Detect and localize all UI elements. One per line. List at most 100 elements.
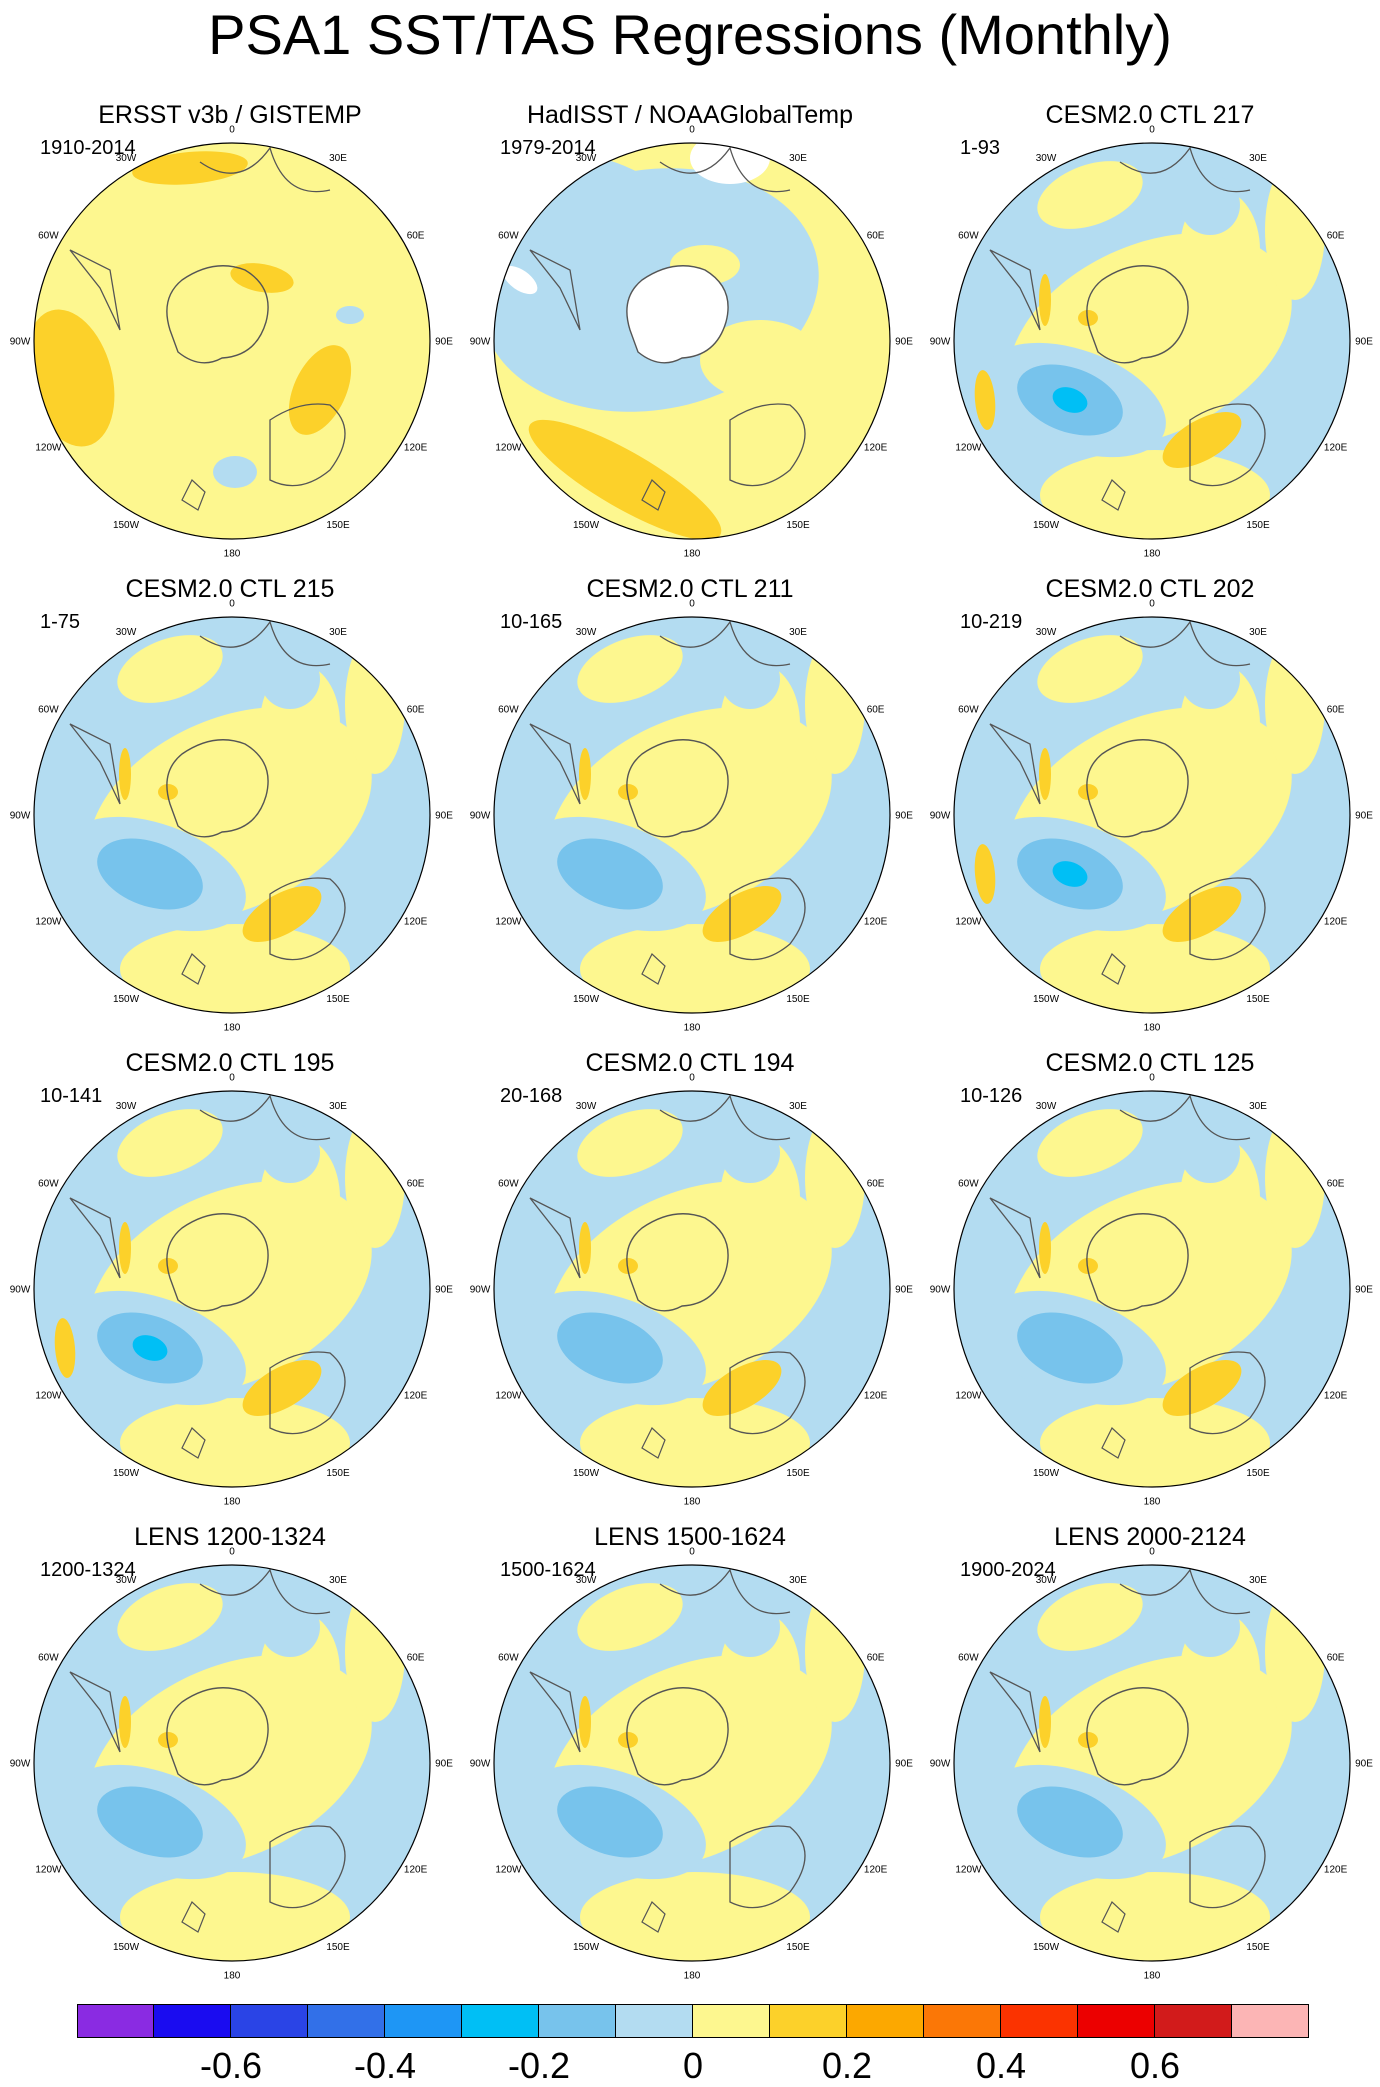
missing-region — [502, 265, 538, 295]
longitude-label: 180 — [224, 1497, 241, 1508]
positive-region-strong — [528, 419, 722, 539]
new-zealand-coastline — [641, 953, 666, 985]
longitude-label: 30E — [789, 627, 807, 638]
panel-title: HadISST / NOAAGlobalTemp — [526, 101, 854, 129]
map-panel: 0 30E 60E 90E 120E 150E 180 150W 120W 90W 60W 30W CE… — [0, 1048, 460, 1522]
map-panel: 0 30E 60E 90E 120E 150E 180 150W 120W 90W 60W 30W Ha… — [460, 100, 920, 574]
negative-region — [336, 306, 364, 324]
map-boundary — [493, 1090, 891, 1488]
positive-region — [1040, 924, 1270, 1013]
positive-region — [120, 1398, 350, 1487]
colorbar-swatch — [385, 2004, 462, 2038]
negative-region — [1180, 175, 1240, 235]
positive-region — [577, 1109, 683, 1177]
panel-title: CESM2.0 CTL 125 — [1045, 1049, 1255, 1077]
panel-period: 1200-1324 — [40, 1559, 136, 1581]
antarctica-coastline — [626, 739, 729, 838]
colorbar-swatch — [924, 2004, 1001, 2038]
positive-region — [580, 924, 810, 1013]
map-panel: 0 30E 60E 90E 120E 150E 180 150W 120W 90W 60W 30W CE… — [460, 574, 920, 1048]
longitude-label: 120W — [495, 917, 522, 928]
longitude-label: 30W — [576, 1575, 597, 1586]
longitude-label: 90W — [10, 811, 31, 822]
negative-region-mid — [557, 1786, 663, 1858]
south-america-coastline — [989, 1197, 1041, 1279]
australia-coastline — [269, 403, 346, 487]
map-panel: 0 30E 60E 90E 120E 150E 180 150W 120W 90W 60W 30W CE… — [0, 574, 460, 1048]
longitude-label: 0 — [1149, 599, 1155, 610]
positive-region-strong — [702, 1360, 782, 1416]
longitude-label: 60W — [38, 1653, 59, 1664]
longitude-label: 60W — [38, 231, 59, 242]
longitude-label: 30W — [1036, 153, 1057, 164]
positive-region — [1040, 1872, 1270, 1961]
colorbar-swatch — [462, 2004, 539, 2038]
longitude-label: 120W — [495, 1865, 522, 1876]
longitude-label: 120E — [1324, 443, 1348, 454]
new-zealand-coastline — [181, 479, 206, 511]
longitude-label: 120W — [35, 917, 62, 928]
map-boundary — [33, 1564, 431, 1962]
longitude-label: 150W — [1033, 1942, 1060, 1953]
polar-map: 0 30E 60E 90E 120E 150E 180 150W 120W 90W 60W 30W — [10, 1073, 454, 1508]
longitude-label: 180 — [684, 1023, 701, 1034]
longitude-label: 150E — [1246, 1942, 1270, 1953]
australia-coastline — [729, 1351, 806, 1435]
positive-region — [1040, 450, 1270, 539]
missing-region — [690, 143, 770, 184]
map-panel: 0 30E 60E 90E 120E 150E 180 150W 120W 90W 60W 30W ER… — [0, 100, 460, 574]
longitude-label: 30E — [789, 153, 807, 164]
longitude-label: 150W — [573, 1468, 600, 1479]
longitude-label: 120E — [1324, 917, 1348, 928]
panel-title: CESM2.0 CTL 202 — [1045, 575, 1255, 603]
positive-region-strong — [579, 748, 591, 800]
negative-region-mid — [97, 838, 203, 910]
longitude-label: 120E — [864, 443, 888, 454]
south-america-coastline — [989, 249, 1041, 331]
longitude-label: 120E — [864, 1865, 888, 1876]
colorbar-swatch — [77, 2004, 154, 2038]
panel-period: 1979-2014 — [500, 137, 596, 159]
figure-title: PSA1 SST/TAS Regressions (Monthly) — [208, 3, 1172, 66]
longitude-label: 60E — [867, 1653, 885, 1664]
longitude-label: 90E — [895, 1759, 913, 1770]
australia-coastline — [1189, 1825, 1266, 1909]
longitude-label: 90E — [435, 1759, 453, 1770]
australia-coastline — [269, 1351, 346, 1435]
panel-period: 1500-1624 — [500, 1559, 596, 1581]
africa-coastline — [199, 1094, 331, 1141]
africa-coastline — [1119, 146, 1251, 193]
colorbar-swatch — [770, 2004, 847, 2038]
negative-region-strong — [132, 1335, 168, 1361]
longitude-label: 90E — [1355, 811, 1373, 822]
new-zealand-coastline — [1101, 1427, 1126, 1459]
longitude-label: 0 — [689, 599, 695, 610]
polar-map: 0 30E 60E 90E 120E 150E 180 150W 120W 90W 60W 30W — [930, 125, 1374, 560]
colorbar-swatch — [1155, 2004, 1232, 2038]
longitude-label: 120W — [955, 1865, 982, 1876]
longitude-label: 30W — [1036, 627, 1057, 638]
negative-region — [260, 649, 320, 709]
longitude-label: 0 — [229, 1073, 235, 1084]
colorbar-swatch — [693, 2004, 770, 2038]
polar-map: 0 30E 60E 90E 120E 150E 180 150W 120W 90W 60W 30W — [470, 1547, 914, 1982]
positive-region-strong — [702, 886, 782, 942]
positive-region-strong — [119, 748, 131, 800]
colorbar-swatch — [847, 2004, 924, 2038]
australia-coastline — [729, 1825, 806, 1909]
positive-region — [117, 1583, 223, 1651]
south-america-coastline — [989, 1671, 1041, 1753]
longitude-label: 150W — [1033, 1468, 1060, 1479]
longitude-label: 30E — [789, 1101, 807, 1112]
longitude-label: 150E — [786, 994, 810, 1005]
longitude-label: 90W — [470, 337, 491, 348]
australia-coastline — [729, 877, 806, 961]
positive-region — [580, 1398, 810, 1487]
south-america-coastline — [69, 1671, 121, 1753]
longitude-label: 120E — [1324, 1865, 1348, 1876]
map-panel: 0 30E 60E 90E 120E 150E 180 150W 120W 90W 60W 30W CE… — [920, 100, 1380, 574]
positive-region-strong — [1039, 274, 1051, 326]
longitude-label: 0 — [229, 599, 235, 610]
africa-coastline — [1119, 1094, 1251, 1141]
map-boundary — [493, 142, 891, 540]
